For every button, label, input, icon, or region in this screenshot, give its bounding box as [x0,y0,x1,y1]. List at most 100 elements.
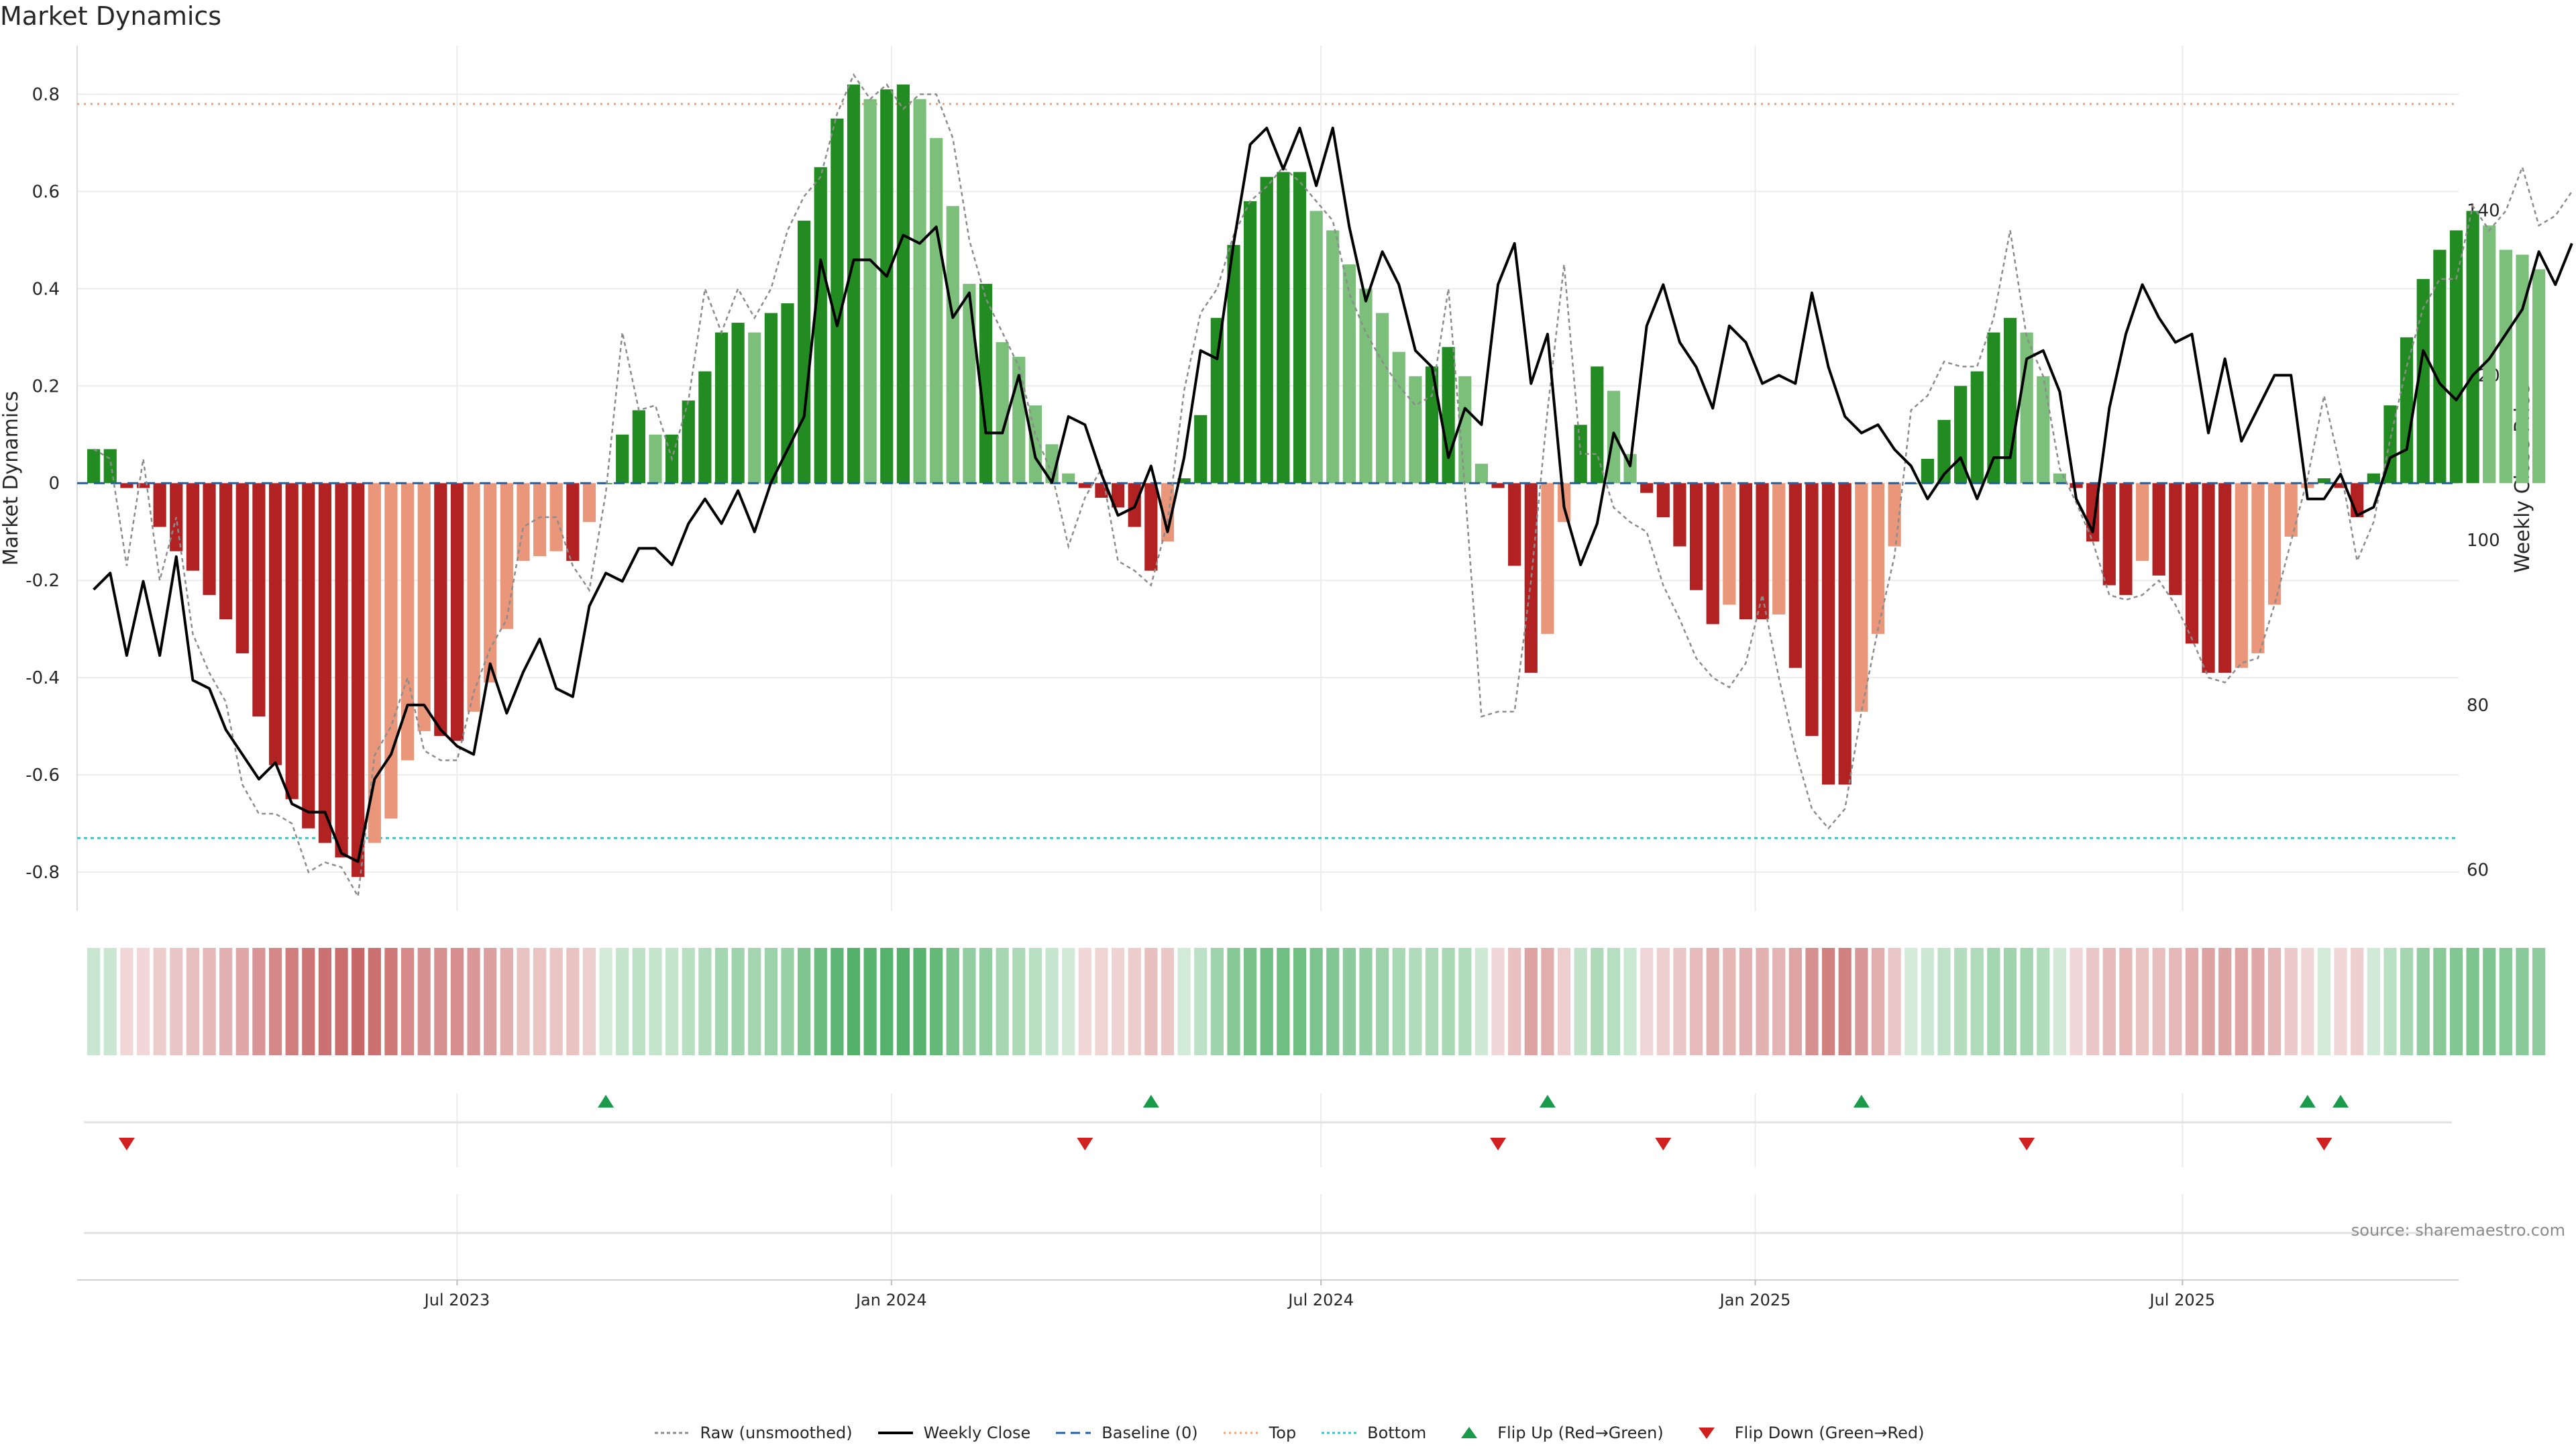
bar [2218,483,2232,673]
bar [103,449,117,484]
heat-cell [582,948,596,1055]
legend-swatch-mark [1461,1427,1478,1438]
heat-cell [1326,948,1340,1055]
y-axis-label: Market Dynamics [0,391,23,566]
bar [1921,459,1934,484]
heat-cell [1425,948,1439,1055]
bar [731,323,745,484]
heat-cell [252,948,266,1055]
heat-cell [1723,948,1736,1055]
bar [1194,415,1208,484]
bar [798,220,811,484]
heat-cell [896,948,910,1055]
heat-cell [649,948,662,1055]
bar [1855,483,1868,712]
heat-cell [1309,948,1323,1055]
heat-cell [2053,948,2067,1055]
legend-swatch [1698,1428,1715,1439]
heat-cell [1474,948,1489,1055]
heat-cell [930,948,943,1055]
y-tick-label: -0.4 [25,668,60,688]
bar [2499,250,2512,484]
heat-cell [1987,948,2000,1055]
heat-cell [2433,948,2447,1055]
bar [1723,483,1736,605]
heat-cell [268,948,282,1055]
bar [1144,483,1158,571]
flip-down-marker [118,1138,135,1150]
bar [1458,376,1472,484]
heat-cell [731,948,745,1055]
bar [930,138,943,484]
bar [748,332,761,484]
bar [2400,337,2414,484]
bar [2301,483,2314,488]
bar [764,313,777,484]
bar [1227,245,1240,484]
heat-cell [1062,948,1075,1055]
heat-cell [1673,948,1686,1055]
legend-label: Weekly Close [923,1424,1031,1442]
bar [1541,483,1554,634]
legend-label: Flip Down (Green→Red) [1734,1424,1925,1442]
bar [2251,483,2265,653]
bar [2416,278,2430,484]
bar [268,483,282,765]
bar [500,483,513,629]
bar [2449,230,2463,484]
heat-cell [1128,948,1141,1055]
flip-up-marker [1853,1095,1870,1108]
bar [120,483,133,488]
legend-item: Baseline (0) [1053,1424,1198,1442]
heat-cell [153,948,166,1055]
bar [1987,332,2000,484]
heat-cell [2334,948,2347,1055]
heat-cell [1012,948,1026,1055]
bar [1392,352,1405,484]
bar [533,483,547,556]
bar [863,99,877,484]
bar [1838,483,1851,785]
y-tick-label: 0 [48,474,60,494]
weekly-close-line [93,126,2573,863]
heat-cell [1821,948,1835,1055]
heat-cell [1260,948,1273,1055]
heat-cell [2020,948,2033,1055]
legend-item: Weekly Close [875,1424,1031,1442]
bar [1111,483,1125,508]
heat-cell [1623,948,1637,1055]
heat-cell [996,948,1009,1055]
bar [2169,483,2182,595]
bar [1442,347,1455,484]
bar [2367,473,2380,484]
bar [285,483,299,800]
heat-cell [979,948,993,1055]
bar [302,483,315,828]
source-note: source: sharemaestro.com [2351,1221,2565,1240]
heat-cell [1342,948,1356,1055]
heat-cell [2466,948,2479,1055]
legend-item: Flip Down (Green→Red) [1686,1424,1925,1442]
bar [2483,225,2496,484]
heat-cell [1557,948,1571,1055]
bar [1954,386,1968,484]
heat-cell [2516,948,2529,1055]
heat-cell [2532,948,2546,1055]
bar [616,434,629,484]
bar [1210,317,1224,484]
bar [1970,371,1984,484]
legend-item: Top [1221,1424,1296,1442]
heat-cell [1756,948,1769,1055]
heat-cell [1607,948,1621,1055]
y2-tick-label: 80 [2467,696,2489,716]
y2-tick-label: 60 [2467,861,2489,881]
heat-cell [2070,948,2083,1055]
heat-cell [170,948,183,1055]
heat-cell [566,948,580,1055]
bar [1673,483,1686,547]
bar [847,84,861,484]
bar [649,434,662,484]
bar [450,483,464,741]
bar [1078,483,1091,488]
